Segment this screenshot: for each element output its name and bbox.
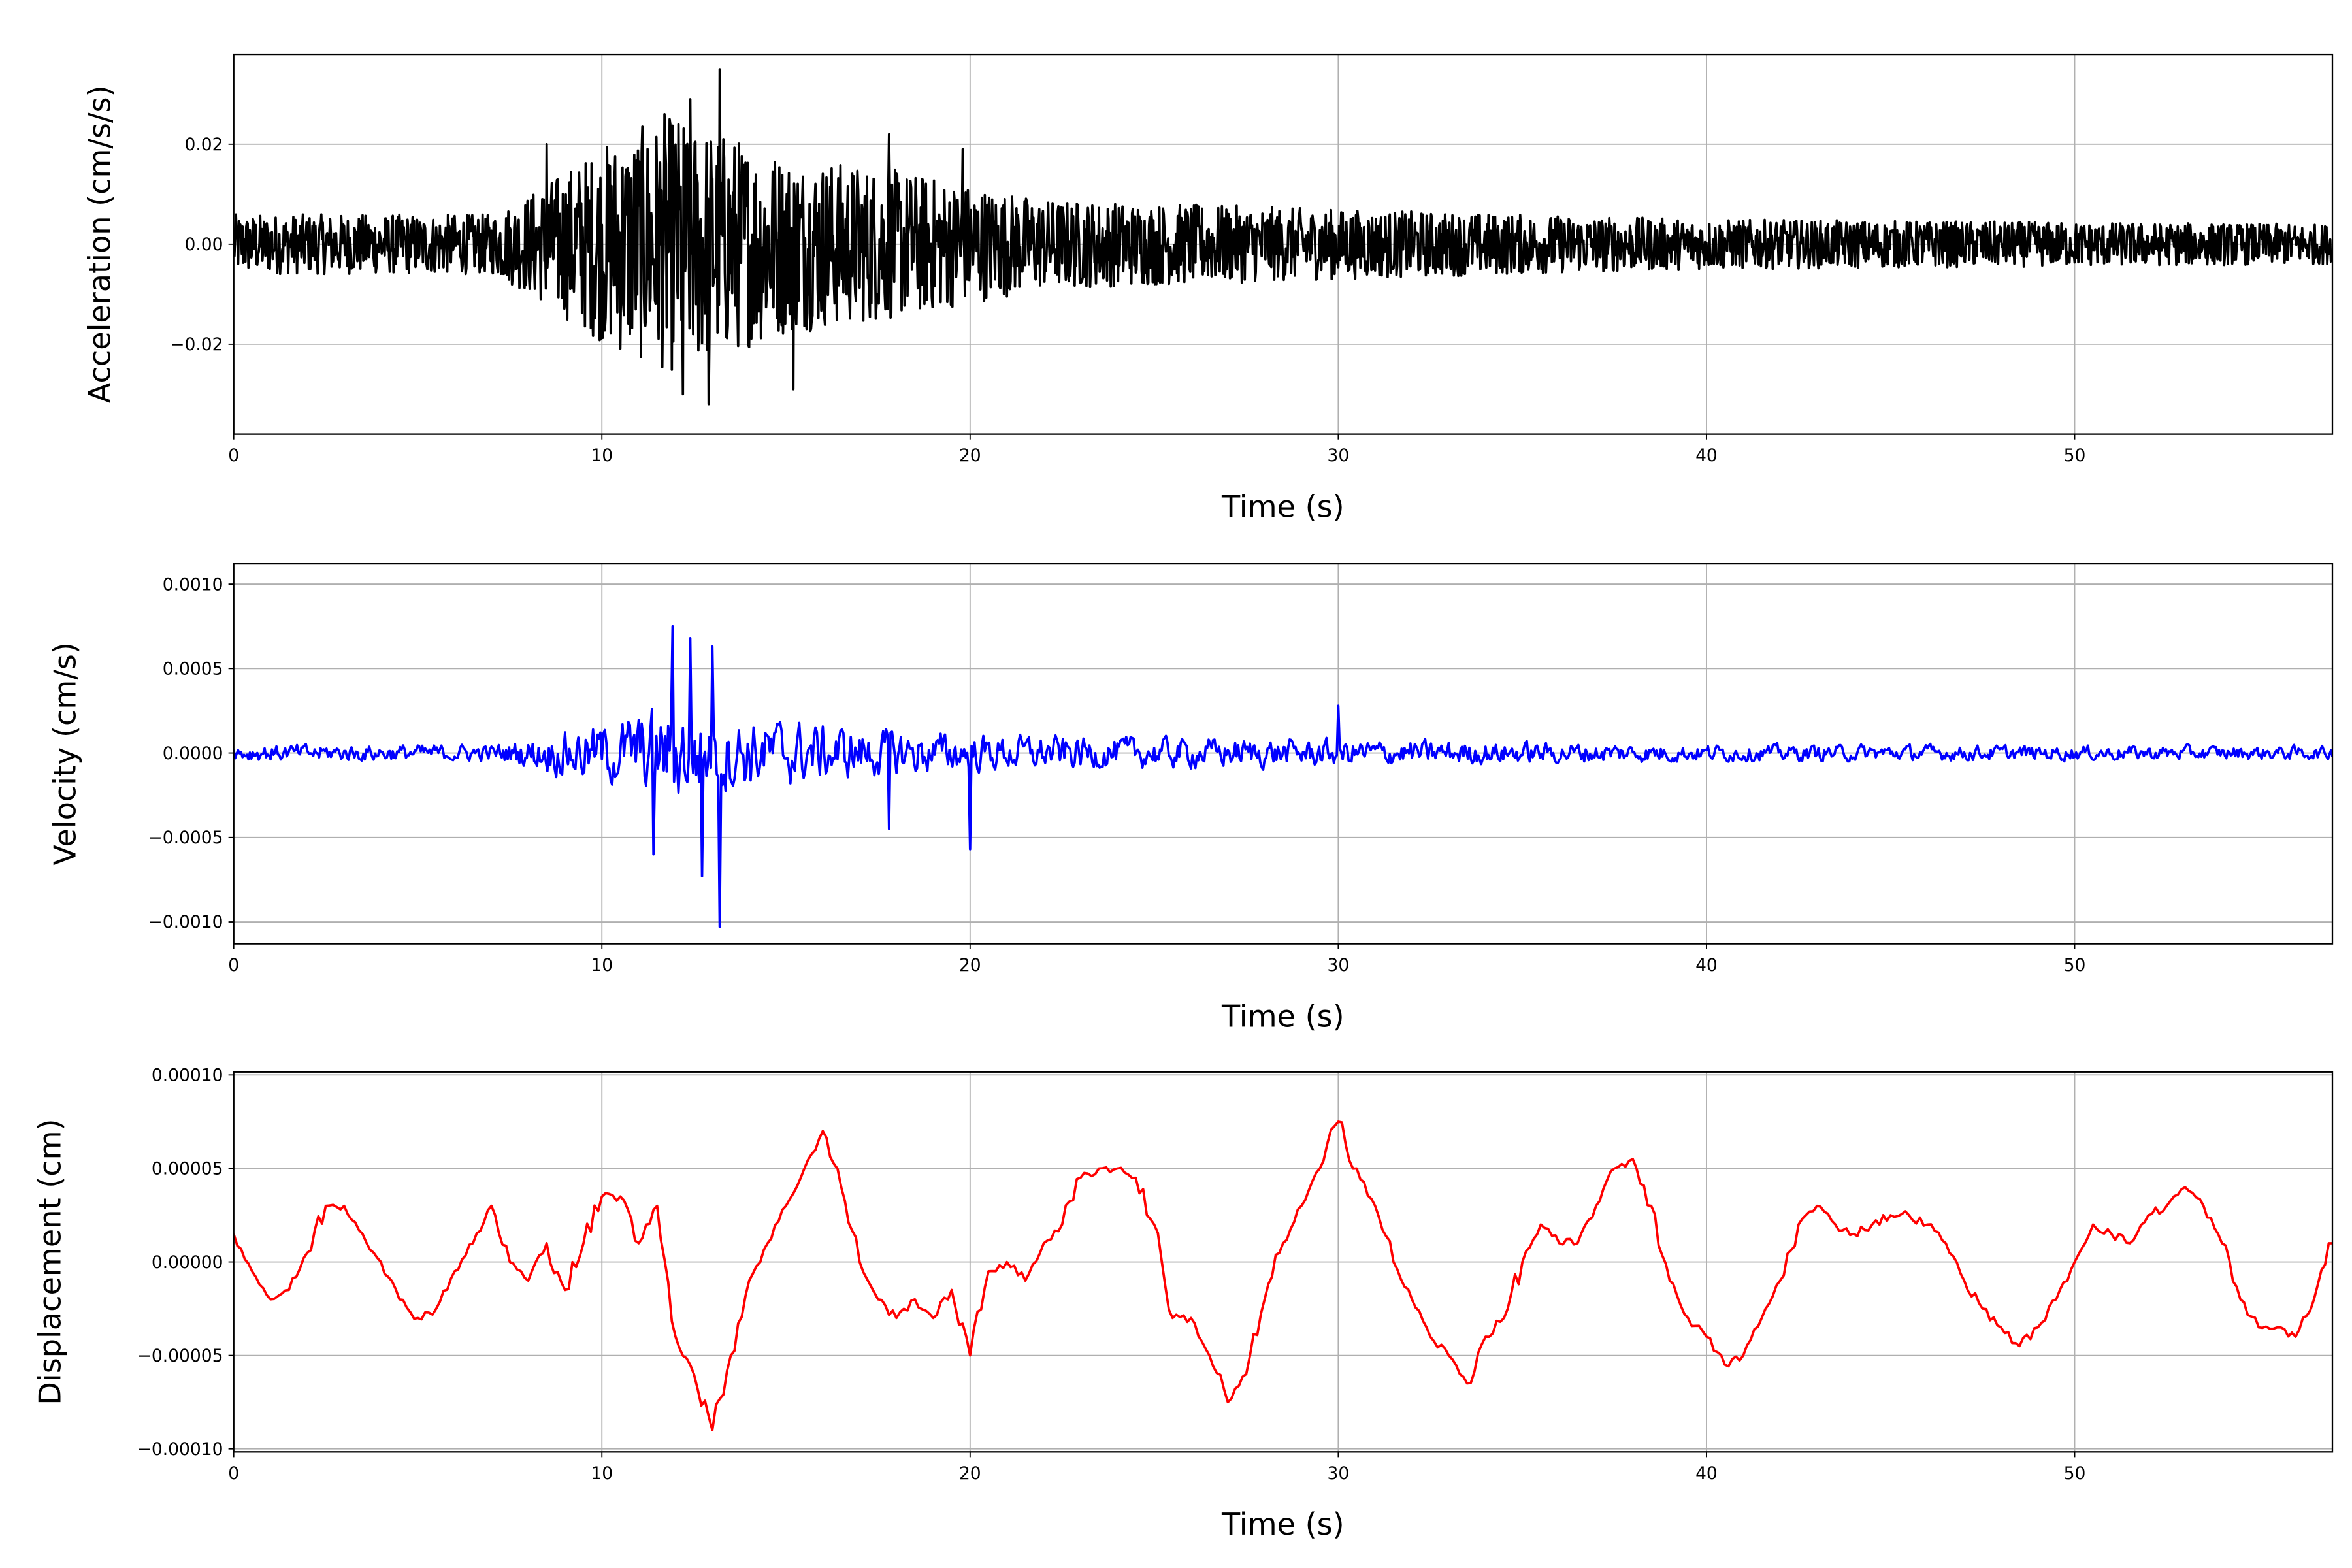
x-axis-label: Time (s): [1221, 1507, 1345, 1542]
x-tick-label: 10: [591, 955, 613, 975]
x-tick-label: 30: [1328, 1463, 1350, 1484]
x-tick-label: 40: [1695, 1463, 1718, 1484]
y-axis-label: Velocity (cm/s): [47, 642, 82, 866]
subplot-velocity: 0 10 20 30 40 50 −0.0010 −0.0005 0.0000 0.0005 0.0…: [47, 563, 2334, 1034]
y-tick-label: −0.0010: [148, 912, 223, 932]
velocity-line: [233, 625, 2332, 928]
x-tick-label: 30: [1328, 446, 1350, 466]
y-tick-label: −0.02: [170, 335, 223, 355]
x-tick-label: 50: [2064, 446, 2086, 466]
axes-frame: [233, 53, 2334, 435]
x-tick-label: 40: [1695, 446, 1718, 466]
y-axis-label: Acceleration (cm/s/s): [82, 85, 117, 403]
x-tick-label: 50: [2064, 955, 2086, 975]
x-tick-label: 0: [228, 955, 239, 975]
y-tick-label: 0.0005: [163, 659, 223, 679]
x-tick-label: 10: [591, 1463, 613, 1484]
y-tick-label: 0.00010: [152, 1066, 223, 1086]
y-tick-label: −0.00005: [137, 1346, 223, 1366]
subplot-acceleration: 0 10 20 30 40 50 −0.02 0.00 0.02 Time (s) Accelera…: [82, 53, 2334, 525]
x-axis-label: Time (s): [1221, 999, 1345, 1034]
y-axis-label: Displacement (cm): [32, 1119, 67, 1405]
y-tick-label: 0.00000: [152, 1252, 223, 1273]
y-tick-label: 0.02: [184, 135, 223, 155]
x-tick-label: 20: [959, 446, 981, 466]
acceleration-line: [233, 68, 2332, 406]
y-tick-label: 0.00005: [152, 1159, 223, 1179]
x-tick-label: 0: [228, 446, 239, 466]
x-tick-label: 40: [1695, 955, 1718, 975]
y-tick-label: −0.00010: [137, 1439, 223, 1460]
x-tick-label: 20: [959, 1463, 981, 1484]
x-tick-label: 20: [959, 955, 981, 975]
y-tick-label: 0.0000: [163, 743, 223, 764]
x-tick-label: 10: [591, 446, 613, 466]
subplot-displacement: 0 10 20 30 40 50 −0.00010 −0.00005 0.00000 0.0000…: [32, 1066, 2334, 1542]
x-tick-label: 50: [2064, 1463, 2086, 1484]
y-tick-label: 0.0010: [163, 574, 223, 595]
y-tick-label: −0.0005: [148, 828, 223, 848]
x-axis-label: Time (s): [1221, 489, 1345, 525]
x-tick-label: 30: [1328, 955, 1350, 975]
y-tick-label: 0.00: [184, 235, 223, 255]
axes-frame: [233, 563, 2334, 945]
axes-frame: [233, 1071, 2334, 1453]
displacement-line: [233, 1120, 2332, 1431]
x-tick-label: 0: [228, 1463, 239, 1484]
